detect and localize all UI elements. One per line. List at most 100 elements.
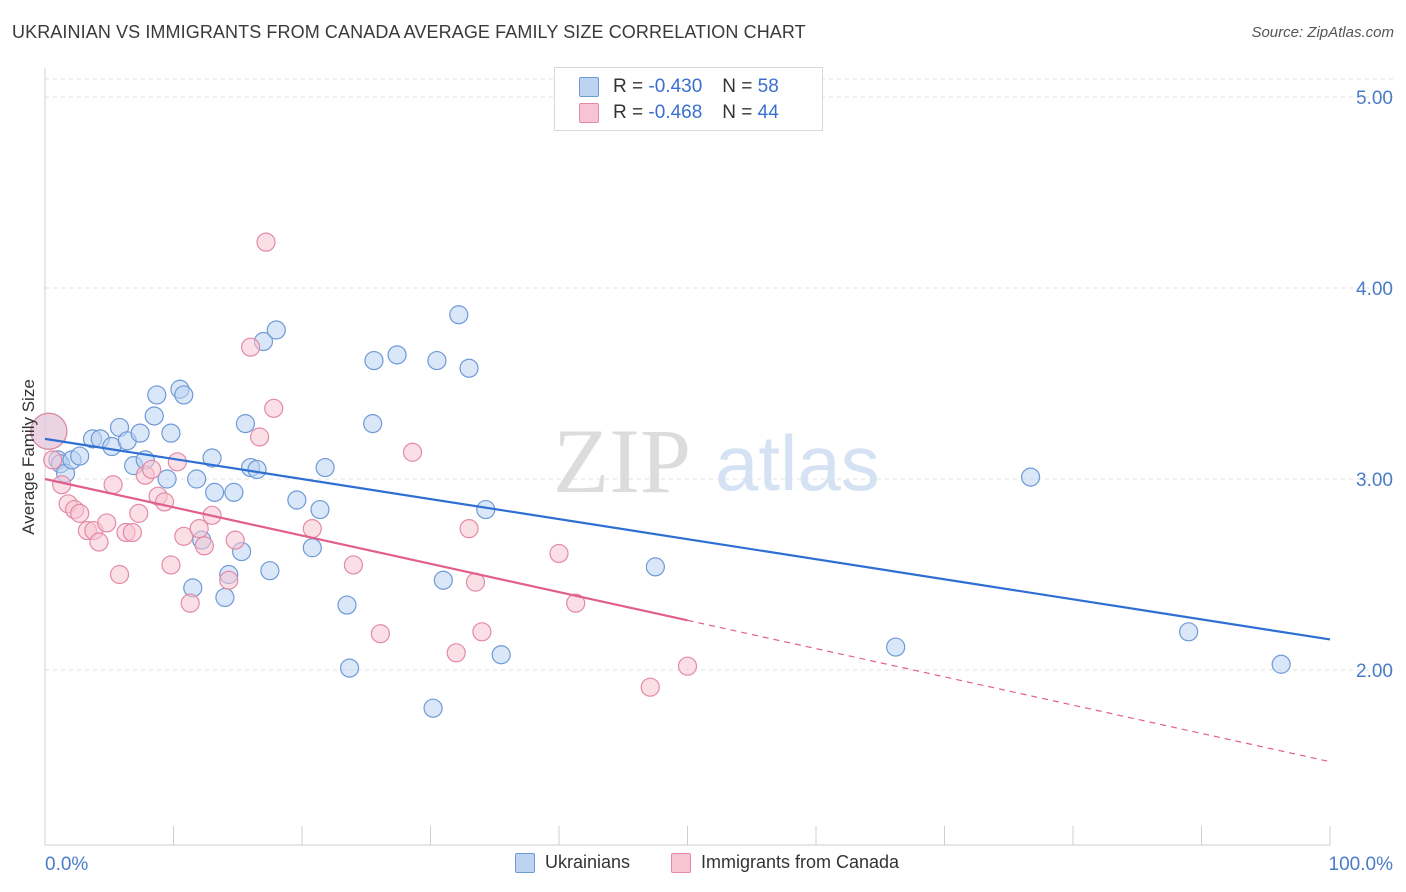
immigrants-point [109,564,130,585]
ukrainians-point [157,469,177,489]
immigrants-point [122,522,142,543]
ukrainians-point [174,385,194,405]
ukrainians-point [202,448,222,468]
legend-row-ukrainians: R = -0.430 N = 58 [579,75,779,99]
bottom-legend-ukrainians: Ukrainians [515,852,630,873]
immigrants-point [167,452,187,472]
ukrainians-point [427,350,447,371]
ukrainians-trend-line [44,437,1331,641]
y-tick-label: 3.00 [1356,470,1393,491]
immigrants-point [446,643,466,663]
ukrainians-point [70,446,90,466]
ukrainians-point [449,305,469,325]
immigrants-point [194,536,214,556]
trend-lines [44,437,1331,763]
immigrants-point [249,427,270,447]
immigrants-point [459,519,479,539]
watermark-atlas: atlas [715,419,880,507]
watermark-zip: ZIP [553,410,691,512]
bottom-legend-swatch-ukrainians [515,852,535,873]
correlation-legend: R = -0.430 N = 58 R = -0.468 N = 44 [554,67,823,131]
bottom-legend-immigrants: Immigrants from Canada [671,852,899,873]
immigrants-point [161,555,181,575]
immigrants-point [472,622,492,642]
ukrainians-point [337,595,357,615]
immigrants-point [566,593,586,613]
y-tick-label: 4.00 [1356,279,1393,300]
immigrants-point [256,232,276,252]
immigrants-point [241,337,261,357]
ukrainians-point [205,482,225,502]
ukrainians-point [187,469,207,489]
immigrants-point [343,555,363,575]
y-tick-label: 5.00 [1356,88,1393,109]
immigrants-point [370,624,390,644]
ukrainians-point [260,561,280,581]
ukrainians-point [339,658,360,678]
immigrants-point [43,450,63,470]
immigrants-point [302,519,322,539]
immigrants-point [103,475,123,495]
immigrants-point [142,459,162,480]
ukrainians-point [266,320,286,340]
legend-r-label: R = [613,76,644,97]
ukrainians-point [302,538,322,558]
ukrainians-point [224,482,244,502]
ukrainians-point [459,358,479,378]
legend-n-value: 58 [757,76,779,97]
gridlines [45,78,1395,671]
immigrants-point [97,513,117,533]
data-points [30,232,1291,718]
ukrainians-point [1179,622,1199,642]
ukrainians-point [235,414,256,434]
bottom-legend-swatch-immigrants [671,852,691,873]
ukrainians-point [215,587,235,608]
immigrants-point [549,543,569,564]
immigrants-trend-line [44,477,688,622]
ukrainians-point [364,350,384,371]
legend-row-immigrants: R = -0.468 N = 44 [579,101,779,125]
immigrants-point [640,677,660,697]
ukrainians-point [433,570,453,590]
ukrainians-point [363,414,383,434]
ukrainians-point [645,557,665,577]
immigrants-point [677,656,698,676]
immigrants-point [225,530,245,550]
watermark: ZIP atlas [553,410,880,512]
immigrants-point [70,503,90,523]
ukrainians-point [387,345,407,365]
immigrants-trend-extension [687,619,1331,763]
ukrainians-point [491,645,511,665]
ukrainians-point [423,698,443,718]
immigrants-point [154,492,175,512]
immigrants-point [264,398,284,418]
ukrainians-point [1271,654,1291,674]
ukrainians-point [315,457,335,478]
immigrants-point [219,570,239,590]
x-tick-label: 100.0% [1329,854,1394,875]
legend-r-value: -0.468 [648,102,703,123]
chart-title: UKRAINIAN VS IMMIGRANTS FROM CANADA AVER… [12,22,806,42]
legend-n-value: 44 [757,102,779,123]
x-tick-label: 0.0% [45,854,88,875]
legend-r-label: R = [613,102,644,123]
legend-n-label: N = [722,102,753,123]
ukrainians-point [1020,467,1041,487]
y-axis-label: Average Family Size [19,379,38,535]
bottom-legend-label-immigrants: Immigrants from Canada [701,852,900,872]
bottom-legend-label-ukrainians: Ukrainians [545,852,631,872]
ukrainians-point [147,385,167,405]
immigrants-point [174,526,194,546]
axes [44,68,1331,846]
y-tick-label: 2.00 [1356,661,1393,682]
immigrants-point [129,503,149,523]
ukrainians-point [130,423,150,443]
tick-labels: 2.00 3.00 4.00 5.00 0.0% 100.0% [45,88,1393,875]
immigrants-point [89,532,109,552]
immigrants-point [180,593,200,613]
ukrainians-point [287,490,307,510]
source-label: Source: ZipAtlas.com [1251,24,1394,41]
ukrainians-point [161,423,181,443]
immigrants-point [189,519,209,539]
